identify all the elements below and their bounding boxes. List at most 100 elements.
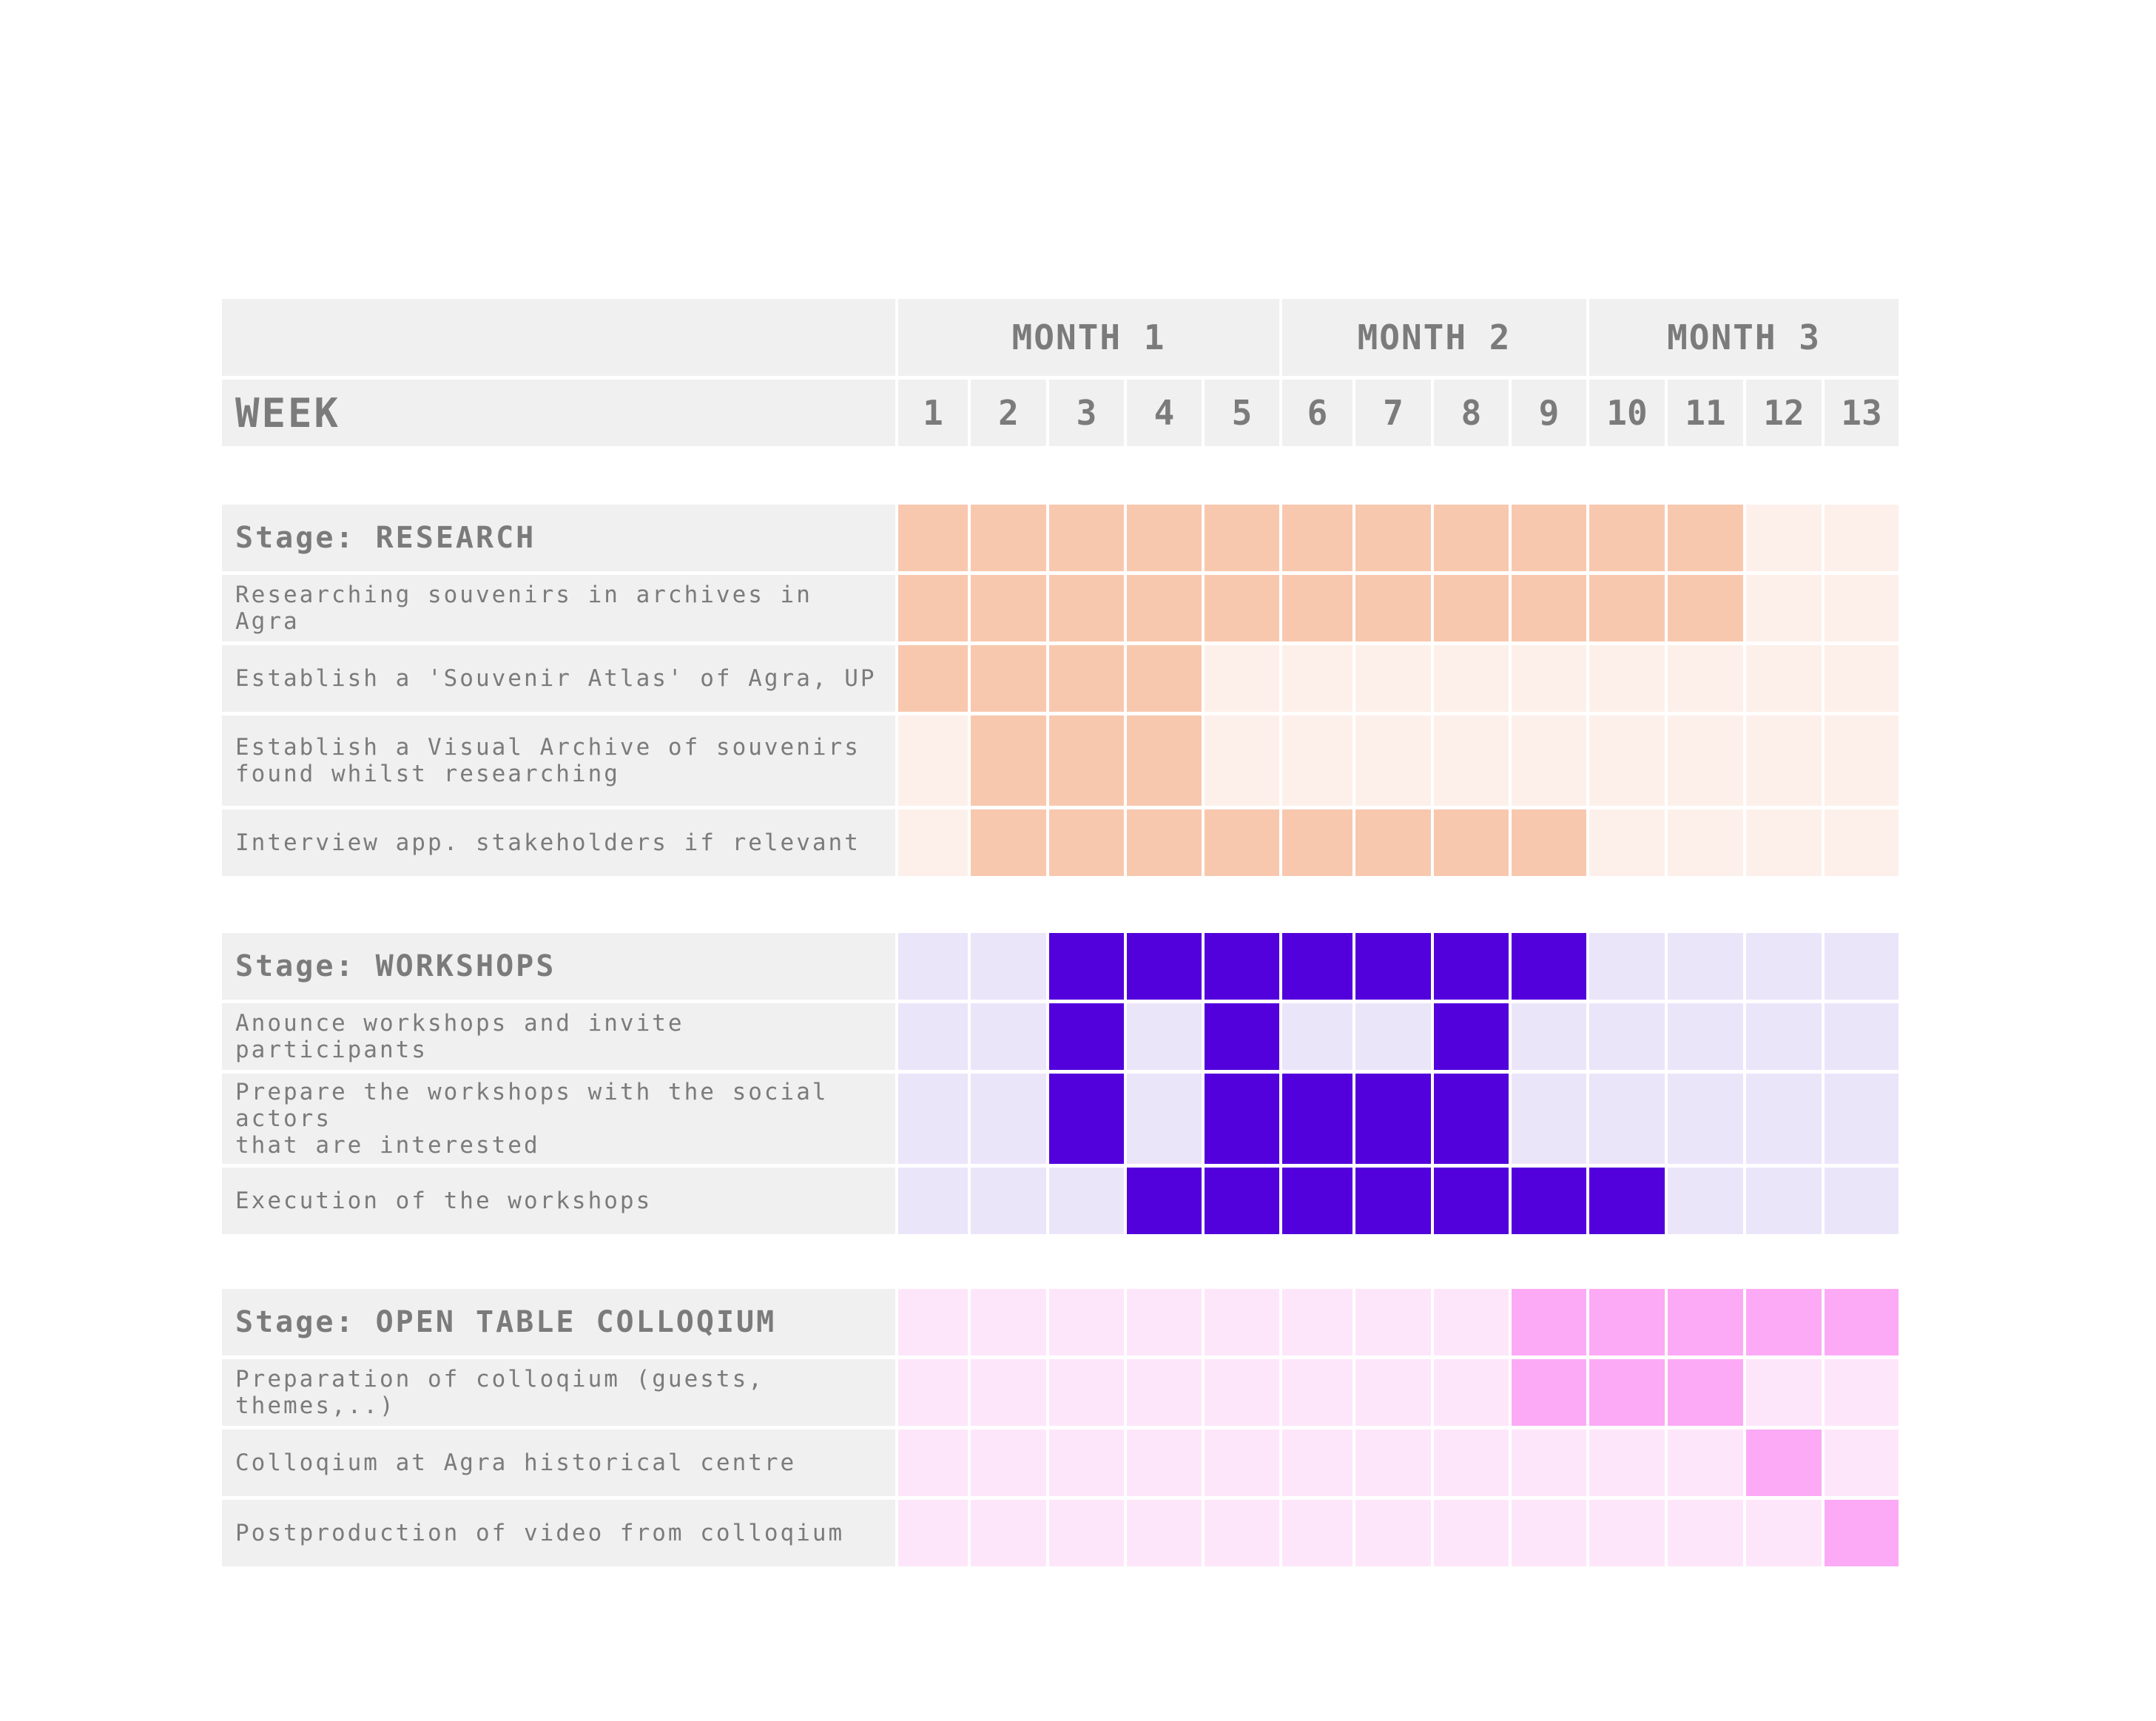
gantt-cell-active: [1049, 505, 1124, 571]
gantt-cell-active: [1355, 1074, 1431, 1164]
gantt-cell-active: [1512, 809, 1586, 876]
gantt-cell-inactive: [1746, 1500, 1822, 1566]
gantt-cell-inactive: [1825, 1359, 1899, 1426]
gantt-cell-active: [1127, 933, 1202, 1000]
task-label: Prepare the workshops with the social ac…: [222, 1074, 895, 1164]
task-label: Establish a Visual Archive of souvenirs …: [222, 715, 895, 806]
month-header: MONTH 3: [1589, 299, 1899, 376]
gantt-cell-inactive: [1205, 715, 1279, 806]
gantt-cell-inactive: [1746, 575, 1822, 641]
gantt-cell-inactive: [1668, 1074, 1743, 1164]
gantt-cell-active: [1049, 575, 1124, 641]
gantt-cell-inactive: [1825, 575, 1899, 641]
gantt-cell-inactive: [1746, 1003, 1822, 1070]
gantt-cell-inactive: [1746, 1168, 1822, 1234]
gantt-cell-inactive: [971, 1074, 1046, 1164]
gantt-cell-inactive: [1825, 1168, 1899, 1234]
gantt-cell-inactive: [1512, 645, 1586, 712]
stage-label: Stage: OPEN TABLE COLLOQIUM: [222, 1289, 895, 1355]
gantt-cell-inactive: [1355, 1359, 1431, 1426]
gantt-cell-active: [971, 645, 1046, 712]
gantt-cell-active: [1589, 1359, 1665, 1426]
gantt-cell-inactive: [1434, 645, 1509, 712]
gantt-cell-inactive: [898, 1359, 968, 1426]
gantt-cell-inactive: [971, 1289, 1046, 1355]
gantt-cell-active: [1825, 1500, 1899, 1566]
gantt-cell-active: [1512, 575, 1586, 641]
gantt-cell-inactive: [1512, 1500, 1586, 1566]
gantt-cell-inactive: [898, 1074, 968, 1164]
gantt-cell-active: [1282, 933, 1352, 1000]
gantt-cell-inactive: [1282, 715, 1352, 806]
gantt-cell-active: [1205, 505, 1279, 571]
gantt-cell-inactive: [1668, 1168, 1743, 1234]
gantt-cell-active: [1205, 1003, 1279, 1070]
gantt-cell-active: [1127, 809, 1202, 876]
gantt-cell-inactive: [1434, 1359, 1509, 1426]
gantt-cell-inactive: [1746, 715, 1822, 806]
task-label: Postproduction of video from colloqium: [222, 1500, 895, 1566]
week-number: 13: [1825, 380, 1899, 446]
gantt-cell-inactive: [1825, 809, 1899, 876]
gantt-cell-inactive: [1205, 1429, 1279, 1496]
gantt-cell-inactive: [1825, 1003, 1899, 1070]
week-number: 8: [1434, 380, 1509, 446]
gantt-cell-active: [1205, 809, 1279, 876]
gantt-cell-active: [1434, 1074, 1509, 1164]
gantt-cell-active: [1512, 933, 1586, 1000]
gantt-cell-active: [1668, 1359, 1743, 1426]
gantt-cell-active: [1049, 1074, 1124, 1164]
gantt-cell-active: [1355, 1168, 1431, 1234]
gantt-cell-inactive: [1746, 1359, 1822, 1426]
gantt-cell-inactive: [1049, 1500, 1124, 1566]
gantt-cell-inactive: [898, 1003, 968, 1070]
gantt-cell-active: [1127, 505, 1202, 571]
gantt-cell-active: [1282, 809, 1352, 876]
gantt-cell-inactive: [898, 933, 968, 1000]
gantt-cell-active: [1205, 933, 1279, 1000]
gantt-cell-active: [971, 715, 1046, 806]
gantt-cell-active: [1589, 1168, 1665, 1234]
gantt-cell-inactive: [1746, 645, 1822, 712]
gantt-cell-inactive: [1282, 1500, 1352, 1566]
task-label: Researching souvenirs in archives in Agr…: [222, 575, 895, 641]
gantt-cell-active: [1127, 645, 1202, 712]
gantt-cell-active: [1049, 1003, 1124, 1070]
gantt-cell-active: [1049, 933, 1124, 1000]
gantt-cell-inactive: [1282, 645, 1352, 712]
gantt-cell-inactive: [1282, 1003, 1352, 1070]
gantt-cell-inactive: [1127, 1359, 1202, 1426]
gantt-cell-inactive: [1355, 645, 1431, 712]
gantt-cell-active: [1668, 1289, 1743, 1355]
gantt-cell-active: [1355, 809, 1431, 876]
gantt-cell-active: [1434, 505, 1509, 571]
gantt-cell-inactive: [1668, 645, 1743, 712]
gantt-cell-active: [1434, 1168, 1509, 1234]
gantt-cell-active: [1434, 575, 1509, 641]
gantt-cell-active: [898, 505, 968, 571]
gantt-cell-active: [1668, 575, 1743, 641]
week-number: 5: [1205, 380, 1279, 446]
gantt-cell-inactive: [1434, 1289, 1509, 1355]
gantt-cell-active: [1282, 1074, 1352, 1164]
gantt-cell-active: [1512, 1359, 1586, 1426]
week-number: 11: [1668, 380, 1743, 446]
gantt-cell-inactive: [1127, 1003, 1202, 1070]
task-label: Execution of the workshops: [222, 1168, 895, 1234]
gantt-cell-active: [1127, 1168, 1202, 1234]
week-label: WEEK: [222, 380, 895, 446]
gantt-cell-inactive: [1589, 809, 1665, 876]
gantt-cell-active: [898, 645, 968, 712]
gantt-cell-inactive: [1127, 1074, 1202, 1164]
week-number: 3: [1049, 380, 1124, 446]
gantt-cell-inactive: [971, 1359, 1046, 1426]
gantt-cell-inactive: [1205, 1500, 1279, 1566]
gantt-cell-inactive: [1668, 1003, 1743, 1070]
gantt-cell-active: [1127, 715, 1202, 806]
gantt-cell-inactive: [1512, 1003, 1586, 1070]
gantt-cell-inactive: [1825, 933, 1899, 1000]
gantt-cell-inactive: [1512, 1429, 1586, 1496]
gantt-cell-inactive: [1049, 1359, 1124, 1426]
gantt-cell-inactive: [1589, 1074, 1665, 1164]
gantt-cell-active: [1512, 505, 1586, 571]
